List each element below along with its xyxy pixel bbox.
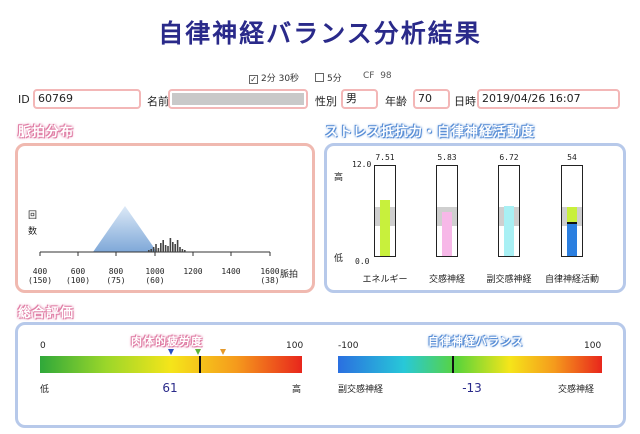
pulse-xlabel: 脈拍 [280, 270, 299, 280]
fatigue-low-label: 低 [40, 385, 50, 395]
fatigue-min: 0 [40, 341, 46, 351]
checkbox-2m30s[interactable]: ✓ [249, 75, 258, 84]
stress-track-2 [498, 165, 520, 257]
pulse-histogram [39, 206, 271, 256]
cf-label: CF [363, 71, 375, 81]
pulse-tick-label: 1600 (38) [260, 267, 280, 285]
pulse-bar [152, 247, 155, 252]
stress-bar-label-2: 副交感神経 [486, 275, 532, 285]
pulse-bar [160, 243, 162, 252]
marker-blue [168, 349, 174, 355]
pulse-bar [176, 240, 179, 252]
stress-bar-label-0: エネルギー [362, 275, 408, 285]
stress-value-1: 5.83 [437, 153, 457, 162]
pulse-section-title: 脈拍分布 [18, 125, 75, 140]
pulse-bar [179, 247, 181, 252]
checkbox-5m[interactable] [315, 73, 324, 82]
stress-bar-label-1: 交感神経 [428, 275, 465, 285]
marker-green [195, 349, 201, 355]
pulse-panel [15, 143, 315, 293]
pulse-tick-label: 800 (75) [106, 267, 126, 285]
name-redaction [172, 93, 304, 105]
fatigue-value: 61 [162, 381, 178, 395]
pulse-bar [155, 244, 157, 252]
fatigue-max: 100 [286, 341, 304, 351]
pulse-ylabel-2: 数 [28, 227, 38, 237]
duration-2m30s-option[interactable]: ✓ 2分 30秒 [249, 71, 299, 84]
pulse-tick-label: 400 (150) [27, 267, 53, 285]
sex-field[interactable]: 男 [341, 89, 378, 109]
distribution-curve [93, 206, 157, 252]
fatigue-label: 肉体的疲労度 [131, 335, 203, 348]
pulse-bar [174, 244, 176, 252]
age-field[interactable]: 70 [413, 89, 450, 109]
stress-scale-top: 12.0 [352, 160, 372, 169]
stress-value-0: 7.51 [375, 153, 395, 162]
pulse-tick-label: 1200 [183, 267, 203, 276]
id-label: ID [18, 93, 30, 106]
balance-left-label: 副交感神経 [338, 385, 384, 395]
stress-overlay-fill [567, 221, 577, 256]
stress-section-title: ストレス抵抗力・自律神経活動度 [325, 125, 536, 140]
pulse-bar [150, 249, 152, 252]
pulse-tick-label: 1000 (60) [145, 267, 165, 285]
balance-gauge-bar [338, 356, 602, 373]
pulse-bar [169, 238, 172, 252]
stress-low-label: 低 [334, 254, 344, 264]
age-label: 年齢 [385, 95, 407, 108]
balance-value: -13 [462, 381, 482, 395]
balance-min: -100 [338, 341, 359, 351]
stress-fill-0 [380, 199, 390, 256]
balance-needle [451, 356, 454, 373]
cf-value: 98 [380, 71, 392, 81]
balance-right-label: 交感神経 [558, 385, 595, 395]
name-field[interactable] [168, 89, 308, 109]
balance-label: 自律神経バランス [428, 335, 524, 348]
stress-high-label: 高 [334, 173, 344, 183]
sex-label: 性別 [315, 95, 337, 108]
marker-orange [220, 349, 226, 355]
pulse-bar [184, 250, 186, 252]
pulse-bars [148, 238, 186, 252]
pulse-bar [181, 249, 184, 252]
pulse-tick-label: 600 (100) [65, 267, 91, 285]
date-label: 日時 [454, 95, 476, 108]
id-field[interactable]: 60769 [33, 89, 141, 109]
stress-value-2: 6.72 [499, 153, 519, 162]
balance-max: 100 [584, 341, 602, 351]
fatigue-gauge-bar [40, 356, 302, 373]
date-field[interactable]: 2019/04/26 16:07 [477, 89, 620, 109]
stress-value-3: 54 [567, 153, 577, 162]
stress-track-3 [561, 165, 583, 257]
duration-5m-option[interactable]: 5分 [315, 71, 342, 84]
stress-track-0 [374, 165, 396, 257]
fatigue-high-label: 高 [292, 385, 302, 395]
pulse-bar [167, 246, 169, 252]
stress-fill-2 [504, 205, 514, 256]
stress-scale-bottom: 0.0 [355, 257, 370, 266]
cf-readout: CF 98 [363, 71, 392, 81]
name-label: 名前 [147, 95, 169, 108]
pulse-bar [172, 242, 174, 252]
page-title: 自律神経バランス分析結果 [158, 19, 482, 48]
fatigue-needle [198, 356, 201, 373]
pulse-ylabel-1: 回 [28, 211, 38, 221]
stress-fill-1 [442, 212, 452, 256]
pulse-bar [148, 250, 150, 252]
pulse-tick-label: 1400 [221, 267, 241, 276]
option-label-5m: 5分 [327, 74, 342, 84]
stress-bar-label-3: 自律神経活動 [544, 275, 599, 285]
pulse-bar [162, 240, 164, 252]
pulse-bar [164, 245, 167, 252]
fatigue-markers [168, 349, 226, 355]
stress-track-1 [436, 165, 458, 257]
pulse-bar [157, 248, 160, 252]
pulse-ticks [39, 252, 271, 256]
option-label-2m30s: 2分 30秒 [261, 74, 300, 84]
overall-panel [15, 322, 626, 428]
overall-section-title: 総合評価 [18, 306, 75, 321]
